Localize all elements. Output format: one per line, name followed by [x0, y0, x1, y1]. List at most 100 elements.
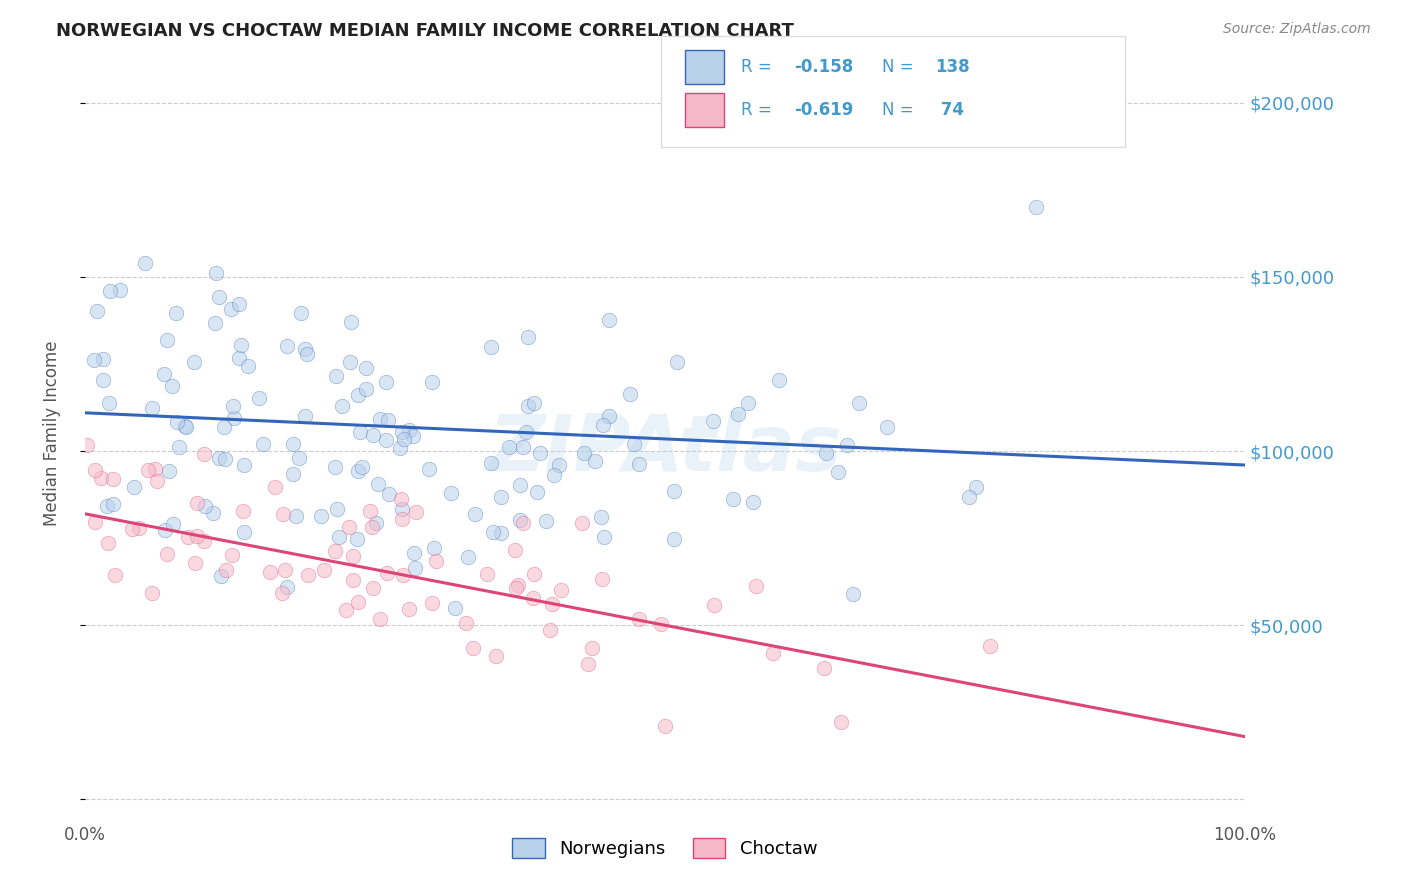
Point: [156, 333, 179, 347]
Point: [523, 396, 546, 410]
Y-axis label: Median Family Income: Median Family Income: [44, 341, 60, 526]
Point: [167, 440, 190, 454]
Point: [443, 600, 465, 615]
Text: -0.619: -0.619: [794, 101, 853, 119]
Point: [232, 458, 254, 472]
Point: [389, 492, 412, 507]
Point: [375, 566, 398, 580]
Point: [457, 549, 479, 564]
Point: [485, 649, 508, 664]
Point: [228, 296, 250, 310]
Point: [742, 495, 765, 509]
Point: [489, 526, 512, 541]
Point: [184, 556, 207, 570]
Point: [550, 583, 572, 598]
Point: [359, 504, 381, 518]
Point: [162, 516, 184, 531]
Point: [574, 446, 596, 460]
Point: [103, 472, 125, 486]
Point: [177, 530, 200, 544]
Point: [762, 646, 785, 660]
Point: [153, 367, 176, 381]
Point: [830, 714, 852, 729]
Point: [516, 399, 538, 413]
Point: [222, 399, 245, 413]
Point: [703, 598, 725, 612]
Point: [276, 339, 298, 353]
Point: [391, 502, 413, 516]
Point: [259, 566, 281, 580]
Point: [263, 480, 285, 494]
Point: [768, 373, 790, 387]
Point: [957, 490, 980, 504]
Point: [479, 340, 502, 354]
Point: [361, 520, 384, 534]
Point: [342, 573, 364, 587]
Point: [204, 266, 226, 280]
Point: [352, 460, 374, 475]
Point: [284, 508, 307, 523]
Point: [325, 368, 347, 383]
Point: [354, 360, 377, 375]
Point: [121, 522, 143, 536]
Point: [136, 463, 159, 477]
Point: [464, 507, 486, 521]
Point: [98, 284, 121, 298]
Point: [134, 256, 156, 270]
Point: [425, 554, 447, 568]
Point: [398, 423, 420, 437]
Text: ZIPAtlas: ZIPAtlas: [488, 411, 842, 487]
Point: [398, 601, 420, 615]
Point: [325, 502, 347, 516]
Text: Source: ZipAtlas.com: Source: ZipAtlas.com: [1223, 22, 1371, 37]
Point: [96, 499, 118, 513]
Point: [702, 414, 724, 428]
Point: [813, 661, 835, 675]
Point: [512, 440, 534, 454]
Point: [312, 563, 335, 577]
Point: [212, 420, 235, 434]
Point: [526, 485, 548, 500]
Point: [311, 508, 333, 523]
Point: [153, 523, 176, 537]
Point: [489, 490, 512, 504]
Point: [247, 391, 270, 405]
Point: [576, 657, 599, 671]
Point: [349, 425, 371, 439]
Point: [592, 417, 614, 432]
Point: [83, 353, 105, 368]
Point: [176, 420, 198, 434]
Point: [222, 411, 245, 425]
Point: [156, 547, 179, 561]
Point: [392, 567, 415, 582]
Point: [623, 437, 645, 451]
Point: [377, 487, 399, 501]
Point: [548, 458, 571, 472]
Point: [374, 433, 396, 447]
Point: [98, 396, 121, 410]
Point: [128, 521, 150, 535]
Point: [209, 568, 232, 582]
Point: [229, 338, 252, 352]
Point: [592, 530, 614, 544]
Point: [141, 586, 163, 600]
Point: [104, 568, 127, 582]
Point: [391, 512, 413, 526]
Point: [108, 283, 131, 297]
Point: [271, 586, 294, 600]
Point: [581, 641, 603, 656]
Point: [101, 497, 124, 511]
Point: [392, 432, 415, 446]
Point: [193, 534, 215, 549]
Point: [848, 396, 870, 410]
Point: [367, 476, 389, 491]
Point: [323, 460, 346, 475]
Point: [146, 475, 169, 489]
Point: [440, 486, 463, 500]
Point: [204, 316, 226, 330]
Point: [835, 438, 858, 452]
Point: [276, 581, 298, 595]
Point: [283, 436, 305, 450]
Point: [650, 616, 672, 631]
Point: [160, 379, 183, 393]
